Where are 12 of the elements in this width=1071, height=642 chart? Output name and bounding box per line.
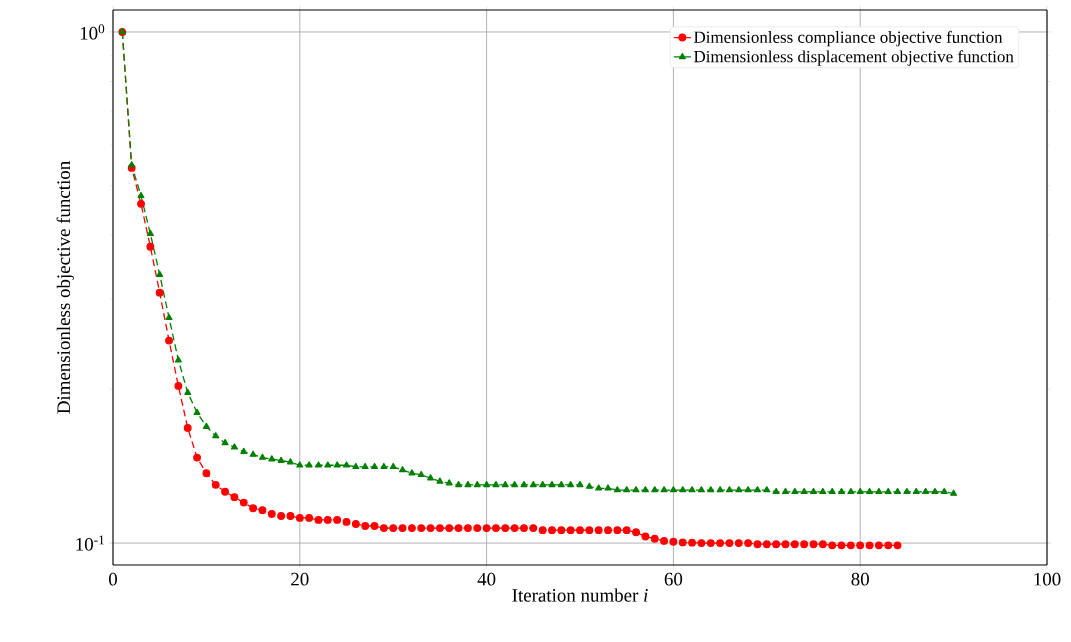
y-tick-label: 10$^{-1}$ [76,535,104,551]
y-axis-title: Dimensionless objective function [56,161,74,414]
x-axis-title: Iteration number i [512,588,648,602]
legend-label: Dimensionless compliance objective function [693,30,1003,47]
x-tick-label: 80 [851,572,869,586]
x-tick-label: 100 [1034,572,1061,586]
legend-label: Dimensionless displacement objective function [693,50,1014,66]
x-tick-label: 20 [291,572,309,586]
y-tick-label: 10$^{0}$ [80,24,105,40]
x-tick-label: 40 [477,572,496,586]
x-tick-label: 60 [664,572,683,586]
x-tick-label: 0 [108,572,117,586]
